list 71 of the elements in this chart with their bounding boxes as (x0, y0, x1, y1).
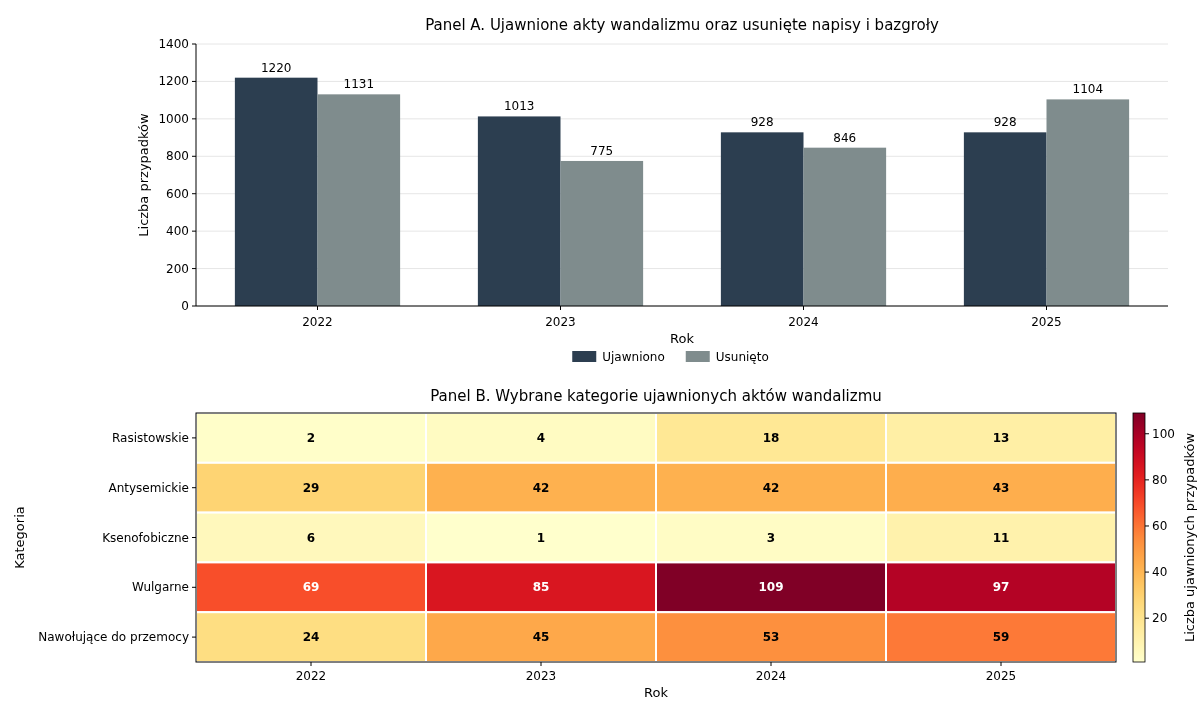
y-axis-title: Liczba przypadków (136, 112, 151, 237)
y-tick-label: 1200 (158, 74, 189, 89)
y-tick-label: Nawołujące do przemocy (38, 630, 189, 645)
data-label: 4 (536, 430, 546, 445)
data-label: 11 (992, 530, 1010, 545)
y-tick-label: 400 (166, 224, 189, 239)
y-tick-label: 1400 (158, 37, 189, 51)
bar (317, 94, 401, 306)
color-bar-label: 100 (1152, 426, 1175, 441)
x-tick-label: 2023 (525, 669, 557, 683)
data-label: 53 (762, 630, 780, 645)
data-label: 97 (992, 580, 1010, 595)
data-label: 42 (532, 480, 550, 495)
x-tick-label: 2022 (302, 315, 333, 329)
color-bar-title: Liczba ujawnionych przypadków (1182, 432, 1197, 643)
x-tick-label: 2025 (985, 669, 1017, 683)
x-tick-label: 2024 (755, 669, 787, 683)
y-tick-label: Wulgarne (131, 580, 189, 595)
data-label: 1131 (343, 77, 375, 92)
bar (803, 147, 887, 306)
y-axis-title: Kategoria (12, 506, 27, 569)
data-label: 2 (306, 430, 316, 445)
data-label: 24 (302, 630, 320, 645)
data-label: 18 (762, 430, 780, 445)
y-tick-label: 1000 (158, 111, 189, 126)
data-label: 13 (992, 430, 1010, 445)
color-bar-label: 20 (1152, 611, 1168, 626)
bar (560, 160, 644, 306)
data-label: 1013 (503, 99, 535, 114)
data-label: 1 (536, 530, 546, 545)
legend-label: Usunięto (715, 350, 769, 364)
data-label: 109 (758, 580, 784, 595)
data-label: 29 (302, 480, 320, 495)
y-tick-label: 200 (166, 261, 189, 276)
x-axis-title: Rok (670, 331, 695, 346)
data-label: 85 (532, 580, 550, 595)
color-bar-label: 40 (1152, 565, 1168, 580)
data-label: 69 (302, 580, 320, 595)
data-label: 1220 (260, 60, 292, 75)
x-tick-label: 2023 (545, 315, 576, 329)
data-label: 6 (306, 530, 316, 545)
legend-label: Ujawniono (602, 350, 665, 364)
data-label: 59 (992, 630, 1010, 645)
data-label: 928 (750, 115, 774, 130)
y-tick-label: 800 (166, 149, 189, 164)
y-tick-label: Antysemickie (108, 480, 189, 495)
bar (963, 132, 1047, 306)
color-bar-label: 60 (1152, 518, 1168, 533)
y-tick-label: 0 (181, 299, 189, 313)
bar (477, 116, 561, 306)
color-bar-label: 80 (1152, 472, 1168, 487)
bar (720, 132, 804, 306)
data-label: 846 (833, 130, 857, 145)
x-tick-label: 2025 (1031, 315, 1062, 329)
y-tick-label: Rasistowskie (111, 430, 189, 445)
chart-title: Panel A. Ujawnione akty wandalizmu oraz usunięte napisy i bazgroły (425, 16, 939, 34)
data-label: 42 (762, 480, 780, 495)
data-label: 775 (590, 143, 614, 158)
y-tick-label: 600 (166, 186, 189, 201)
data-label: 43 (992, 480, 1010, 495)
bar (1046, 99, 1130, 306)
x-axis-title: Rok (644, 685, 669, 700)
x-tick-label: 2022 (295, 669, 327, 683)
chart-title: Panel B. Wybrane kategorie ujawnionych aktów wandalizmu (430, 387, 882, 405)
x-tick-label: 2024 (788, 315, 819, 329)
data-label: 3 (766, 530, 776, 545)
data-label: 45 (532, 630, 550, 645)
data-label: 1104 (1072, 82, 1104, 97)
bar (234, 77, 318, 306)
y-tick-label: Ksenofobiczne (102, 530, 189, 545)
data-label: 928 (993, 115, 1017, 130)
